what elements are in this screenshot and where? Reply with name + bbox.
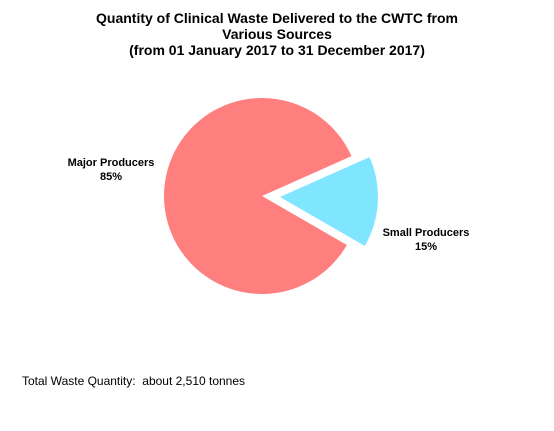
total-waste-note: Total Waste Quantity: about 2,510 tonnes [22,374,246,388]
pie-slice-major-producers [164,97,352,294]
chart-title-line-3: (from 01 January 2017 to 31 December 201… [129,42,425,58]
chart-title-line-1: Quantity of Clinical Waste Delivered to … [96,10,458,26]
chart-title-line-2: Various Sources [222,26,332,42]
chart-title: Quantity of Clinical Waste Delivered to … [0,10,554,58]
slice-percent-label: 15% [415,241,437,253]
pie-slice-small-producers [279,157,378,246]
slice-name-label: Major Producers [68,157,155,169]
slice-name-label: Small Producers [383,227,470,239]
slice-percent-label: 85% [100,171,122,183]
